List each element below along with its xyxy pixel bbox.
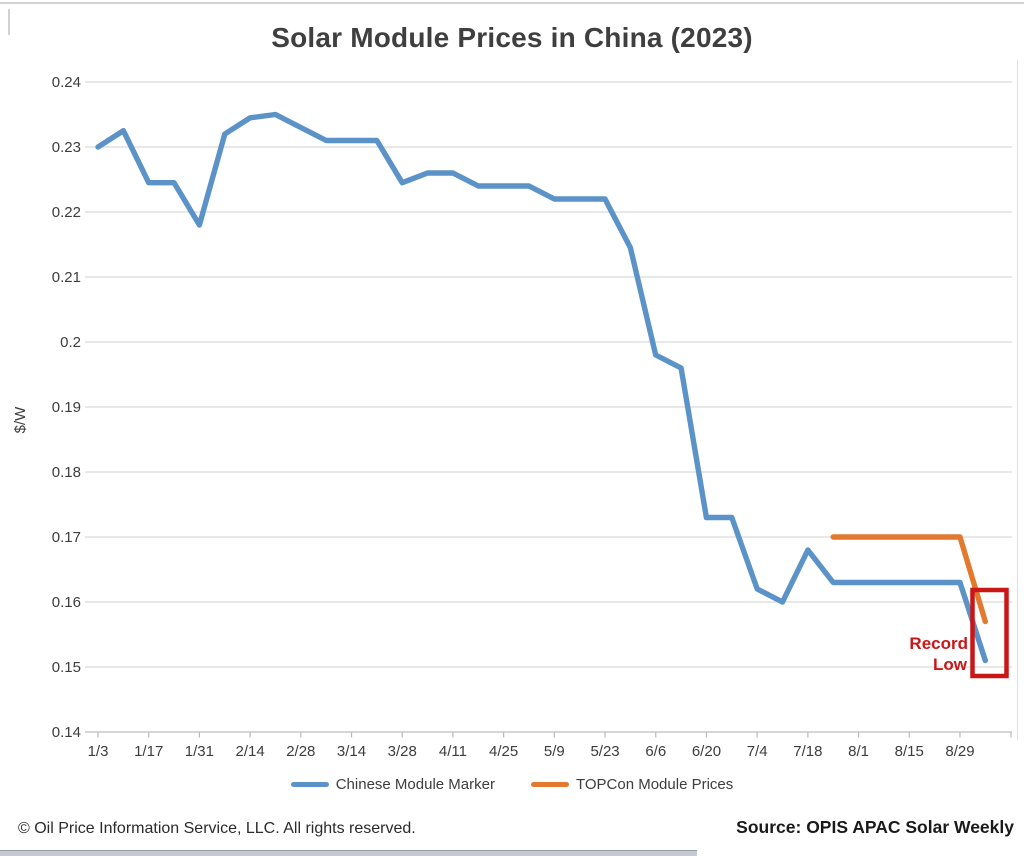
series-line-chinese-module-marker [95, 111, 988, 664]
legend-label: Chinese Module Marker [335, 775, 495, 793]
x-axis-tick-label: 3/14 [337, 743, 366, 760]
legend-item-topcon-module-prices: TOPCon Module Prices [530, 775, 734, 793]
y-axis-tick-label: 0.2 [60, 334, 81, 351]
copyright-text: © Oil Price Information Service, LLC. Al… [18, 820, 416, 837]
y-axis-tick-label: 0.18 [52, 464, 81, 481]
legend-swatch-topcon-module-prices [530, 781, 569, 787]
legend-item-chinese-module-marker: Chinese Module Marker [290, 775, 495, 793]
y-axis-tick-label: 0.14 [52, 724, 81, 741]
chart-legend: Chinese Module Marker TOPCon Module Price… [0, 773, 1024, 795]
y-axis-tick-label: 0.23 [52, 139, 81, 156]
window-top-border [0, 2, 1024, 4]
x-axis-tick-label: 4/25 [489, 743, 518, 760]
source-text: Source: OPIS APAC Solar Weekly [736, 817, 1014, 837]
x-axis-tick-label: 1/3 [88, 743, 109, 760]
x-axis-tick-label: 5/23 [590, 743, 619, 760]
x-axis-tick-label: 8/29 [945, 743, 974, 760]
x-axis-tick-label: 3/28 [388, 743, 417, 760]
y-axis-tick-label: 0.15 [52, 659, 81, 676]
x-axis-tick-label: 5/9 [544, 743, 565, 760]
y-axis-tick-label: 0.22 [52, 204, 81, 221]
record-low-label-line2: Low [933, 655, 968, 674]
y-axis-tick-label: 0.24 [52, 74, 81, 91]
x-axis-tick-label: 1/31 [185, 743, 214, 760]
x-axis-tick-label: 1/17 [134, 743, 163, 760]
x-axis-tick-label: 6/20 [692, 743, 721, 760]
y-axis-tick-label: 0.17 [52, 529, 81, 546]
window-left-border [8, 9, 10, 35]
legend-swatch-chinese-module-marker [290, 781, 329, 787]
x-axis-tick-label: 2/14 [236, 743, 265, 760]
chart-title: Solar Module Prices in China (2023) [271, 22, 753, 53]
x-axis-tick-label: 7/4 [747, 743, 768, 760]
bottom-bar [0, 850, 697, 856]
y-axis-tick-label: 0.19 [52, 399, 81, 416]
record-low-label-line1: Record [909, 634, 968, 653]
x-axis-tick-label: 4/11 [439, 743, 467, 760]
x-axis-tick-label: 8/15 [895, 743, 924, 760]
x-axis-tick-label: 7/18 [793, 743, 822, 760]
legend-label: TOPCon Module Prices [575, 775, 734, 793]
x-axis-tick-label: 6/6 [645, 743, 666, 760]
plot-right-border [1017, 60, 1018, 740]
x-axis-tick-label: 8/1 [848, 743, 869, 760]
series-line-topcon-module-prices [830, 534, 988, 625]
y-axis-tick-label: 0.16 [52, 594, 81, 611]
y-axis-tick-label: 0.21 [52, 269, 81, 286]
record-low-box [970, 587, 1009, 679]
x-axis-tick-label: 2/28 [286, 743, 315, 760]
